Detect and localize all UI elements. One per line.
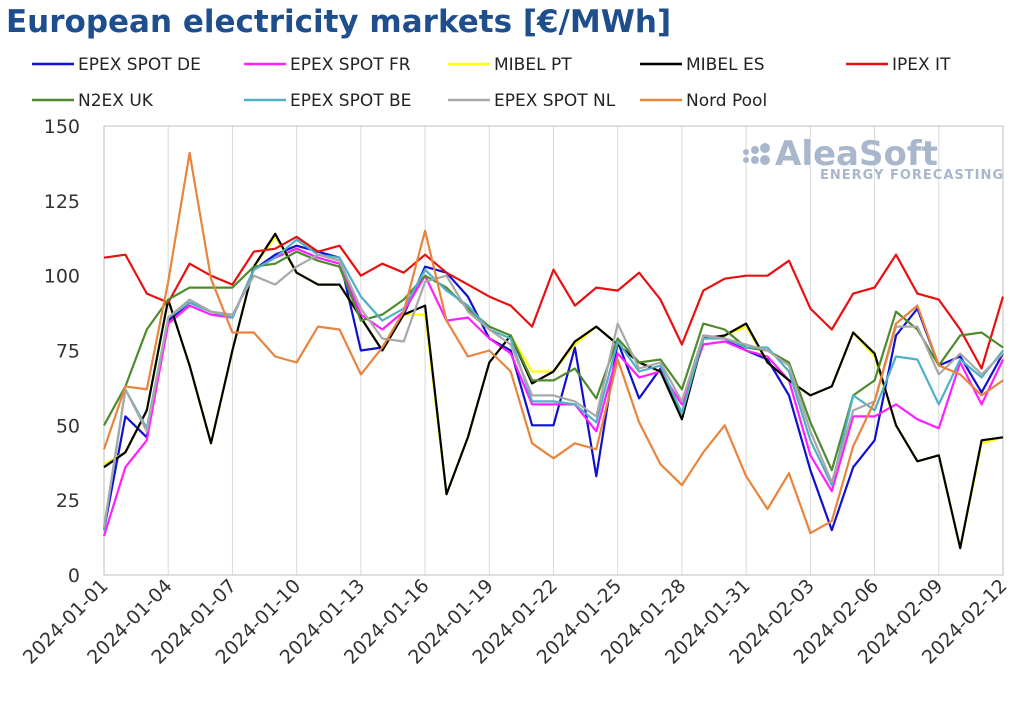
aleasoft-logo-icon: [743, 143, 770, 165]
legend-label-epex-spot-be: EPEX SPOT BE: [290, 91, 411, 111]
legend-item-epex-spot-de: EPEX SPOT DE: [32, 55, 201, 75]
chart-title: European electricity markets [€/MWh]: [6, 4, 672, 40]
legend-label-mibel-pt: MIBEL PT: [494, 55, 572, 75]
legend-label-epex-spot-fr: EPEX SPOT FR: [290, 55, 411, 75]
series-line-epex-spot-nl: [102, 253, 1004, 528]
legend: EPEX SPOT DE EPEX SPOT FR MIBEL PT MIBEL ES…: [32, 55, 951, 111]
legend-item-epex-spot-be: EPEX SPOT BE: [244, 91, 411, 111]
series-line-ipex-it: [103, 235, 1005, 370]
legend-item-mibel-pt: MIBEL PT: [448, 55, 572, 75]
legend-label-mibel-es: MIBEL ES: [686, 55, 765, 75]
y-tick-label-75: 75: [56, 341, 80, 363]
series-line-epex-spot-be: [102, 238, 1004, 531]
legend-label-epex-spot-de: EPEX SPOT DE: [78, 55, 201, 75]
legend-item-n2ex-uk: N2EX UK: [32, 91, 154, 111]
y-tick-label-125: 125: [44, 191, 80, 213]
x-axis-tick-labels: 2024-01-012024-01-042024-01-072024-01-10…: [19, 575, 1012, 669]
watermark-brand: AleaSoft: [775, 134, 938, 174]
legend-label-epex-spot-nl: EPEX SPOT NL: [494, 91, 616, 111]
legend-label-ipex-it: IPEX IT: [892, 55, 951, 75]
series-lines: [102, 151, 1005, 550]
legend-item-nord-pool: Nord Pool: [640, 91, 767, 111]
y-tick-label-100: 100: [44, 266, 80, 288]
legend-item-epex-spot-fr: EPEX SPOT FR: [244, 55, 411, 75]
legend-label-n2ex-uk: N2EX UK: [78, 91, 154, 111]
legend-item-epex-spot-nl: EPEX SPOT NL: [448, 91, 616, 111]
y-tick-label-150: 150: [44, 116, 80, 138]
series-line-nord-pool: [102, 151, 1004, 535]
y-tick-label-50: 50: [56, 415, 80, 437]
y-tick-label-0: 0: [68, 565, 80, 587]
y-tick-label-25: 25: [56, 490, 80, 512]
legend-item-mibel-es: MIBEL ES: [640, 55, 765, 75]
watermark-tagline: ENERGY FORECASTING: [820, 168, 1004, 183]
aleasoft-watermark: AleaSoft ENERGY FORECASTING: [743, 134, 1004, 183]
legend-item-ipex-it: IPEX IT: [846, 55, 951, 75]
y-axis-tick-labels: 0 25 50 75 100 125 150: [44, 116, 80, 587]
legend-label-nord-pool: Nord Pool: [686, 91, 767, 111]
